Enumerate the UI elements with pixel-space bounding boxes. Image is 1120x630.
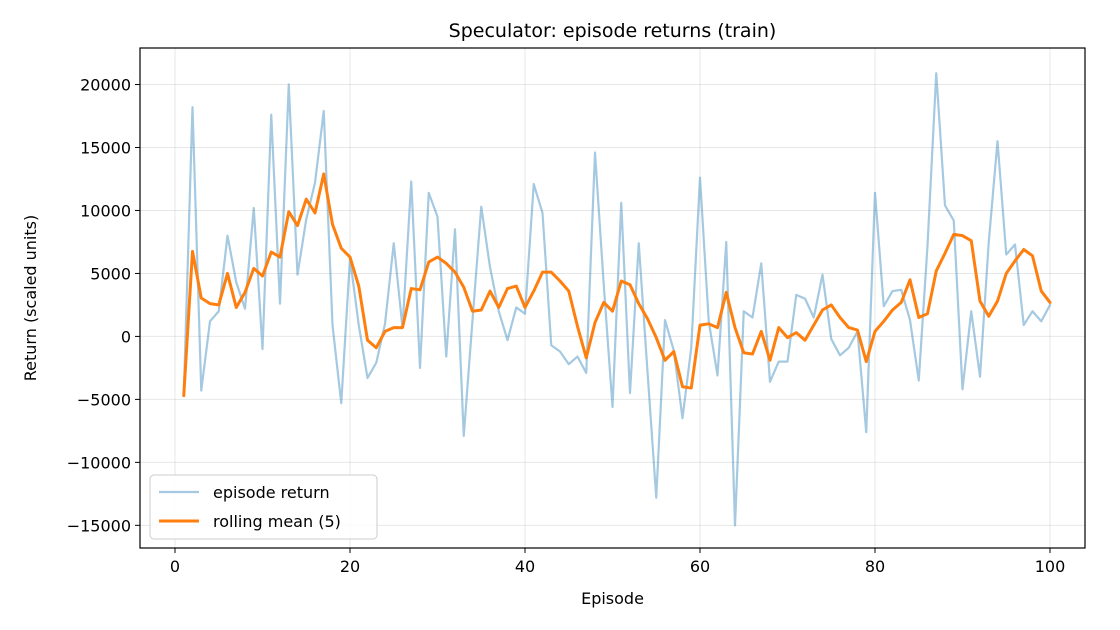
y-tick-label: 5000: [90, 264, 131, 283]
legend: episode return rolling mean (5): [149, 474, 378, 540]
y-tick-label: 20000: [80, 76, 131, 95]
y-tick-label: −10000: [67, 453, 131, 472]
y-tick-label: 10000: [80, 201, 131, 220]
legend-label: episode return: [213, 483, 330, 502]
series-line-rolling-mean: [182, 172, 1052, 398]
y-tick-label: 15000: [80, 138, 131, 157]
legend-box: [149, 474, 378, 540]
x-tick-label: 60: [690, 557, 710, 576]
x-axis-label: Episode: [581, 589, 644, 608]
y-tick-label: −15000: [67, 516, 131, 535]
y-axis-label: Return (scaled units): [21, 215, 40, 381]
y-tick-label: −5000: [77, 390, 131, 409]
y-tick-label: 0: [121, 327, 131, 346]
x-tick-label: 80: [865, 557, 885, 576]
x-tick-label: 40: [515, 557, 535, 576]
grid: [140, 48, 1085, 548]
x-tick-label: 100: [1035, 557, 1066, 576]
series-layer: [182, 72, 1052, 527]
chart-title: Speculator: episode returns (train): [449, 20, 777, 42]
plot-frame: [139, 47, 1086, 549]
series-line-episode-return: [182, 72, 1052, 527]
x-tick-label: 20: [340, 557, 360, 576]
ticks: 0 20 40 60 80 100 −15000 −10000 −5000 0 5000 10000 1…: [67, 76, 1066, 576]
legend-label: rolling mean (5): [213, 512, 341, 531]
x-tick-label: 0: [170, 557, 180, 576]
